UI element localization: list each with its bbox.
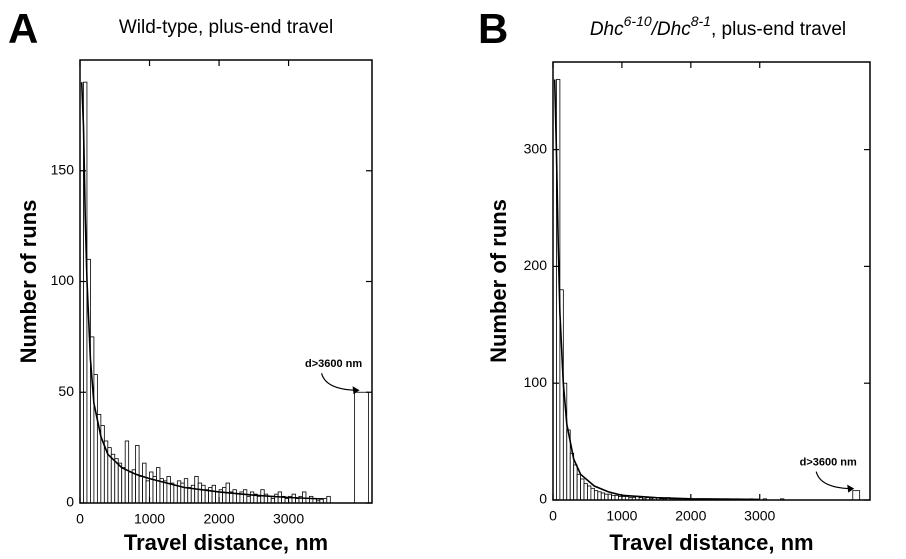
annotation: d>3600 nm	[800, 457, 857, 469]
title-part: Dhc	[590, 19, 624, 40]
bar	[309, 495, 314, 504]
title-part: 8-1	[691, 13, 711, 29]
bar	[222, 487, 227, 504]
bar	[274, 493, 279, 504]
bar	[124, 440, 130, 504]
bar	[121, 467, 126, 504]
x-tick-label: 0	[76, 511, 84, 527]
bar	[583, 483, 588, 501]
panel-label: A	[8, 5, 38, 52]
annotation: d>3600 nm	[305, 358, 362, 370]
bar	[607, 493, 612, 501]
x-axis-title: Travel distance, nm	[124, 530, 328, 555]
y-axis-title: Number of runs	[486, 199, 511, 363]
y-axis-title: Number of runs	[16, 200, 41, 364]
annotation-arrow	[815, 471, 851, 490]
bar	[128, 471, 133, 504]
bar	[590, 487, 595, 501]
y-tick-label: 200	[524, 257, 548, 273]
bar	[208, 487, 213, 504]
bar	[604, 493, 609, 501]
bar	[236, 493, 241, 504]
annotation-arrow	[320, 373, 356, 391]
x-tick-label: 0	[549, 508, 557, 524]
title-part: /Dhc	[650, 19, 692, 40]
bar	[183, 478, 189, 504]
x-tick-label: 2000	[203, 511, 234, 527]
bar	[93, 374, 98, 504]
title-part: 6-10	[624, 13, 652, 29]
arrow-head	[847, 484, 855, 493]
panel-label: B	[478, 5, 508, 52]
bar	[569, 452, 575, 501]
bar	[204, 489, 210, 504]
bar	[600, 492, 606, 501]
bar	[249, 491, 255, 504]
bar	[593, 490, 599, 501]
x-tick-label: 1000	[134, 511, 165, 527]
chart-title: Wild-type, plus-end travel	[119, 17, 333, 38]
x-axis-title: Travel distance, nm	[609, 530, 813, 555]
y-tick-label: 100	[51, 272, 75, 288]
bar	[187, 487, 192, 504]
bar	[117, 462, 123, 504]
x-tick-label: 3000	[744, 508, 775, 524]
bar	[576, 473, 581, 501]
bar	[256, 495, 262, 504]
bar	[242, 489, 248, 504]
y-tick-label: 300	[524, 140, 548, 156]
bar	[232, 489, 237, 504]
bar	[354, 391, 369, 504]
bar	[142, 462, 147, 504]
bar	[110, 453, 116, 504]
bar	[173, 484, 178, 504]
bar	[138, 476, 143, 504]
y-tick-label: 0	[66, 494, 74, 510]
arrow-head	[352, 386, 360, 395]
chart-title: Dhc6-10/Dhc8-1, plus-end travel	[590, 13, 846, 40]
title-part: , plus-end travel	[711, 19, 846, 40]
bar	[114, 458, 119, 504]
bar	[852, 490, 861, 501]
fit-curve	[553, 79, 760, 501]
bar	[580, 478, 585, 501]
bar	[597, 491, 602, 501]
bar	[176, 480, 182, 504]
y-tick-label: 150	[51, 161, 75, 177]
x-tick-label: 1000	[606, 508, 637, 524]
x-tick-label: 3000	[273, 511, 304, 527]
bar	[197, 482, 203, 504]
plot-frame	[79, 59, 373, 504]
bar	[201, 484, 206, 504]
bar	[573, 464, 578, 501]
bar	[587, 485, 592, 501]
bar	[169, 482, 175, 504]
fit-curve	[80, 82, 324, 500]
bar	[246, 495, 251, 504]
bar	[166, 476, 171, 504]
bar	[211, 484, 216, 504]
bar	[326, 495, 331, 504]
y-tick-label: 50	[58, 383, 74, 399]
bar	[163, 480, 168, 504]
y-tick-label: 0	[539, 491, 547, 507]
x-tick-label: 2000	[675, 508, 706, 524]
plot-frame	[552, 61, 871, 501]
y-tick-label: 100	[524, 374, 548, 390]
bar	[267, 495, 272, 504]
bar	[156, 467, 161, 504]
